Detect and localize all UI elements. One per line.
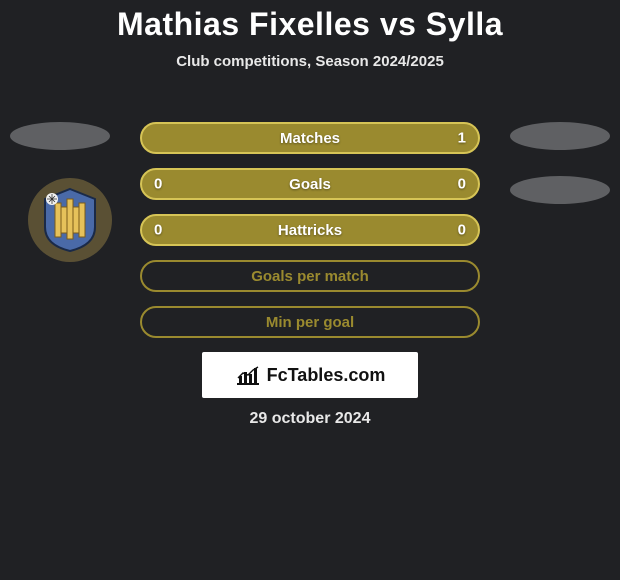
stat-label: Goals xyxy=(289,176,331,193)
avatar-placeholder-left xyxy=(10,122,110,150)
page-title: Mathias Fixelles vs Sylla xyxy=(0,0,620,43)
chart-icon xyxy=(235,364,261,386)
stat-row-matches: Matches 1 xyxy=(140,122,480,154)
stat-label: Min per goal xyxy=(266,314,354,331)
crest-icon xyxy=(35,185,105,255)
stat-label: Matches xyxy=(280,130,340,147)
avatar-placeholder-right-2 xyxy=(510,176,610,204)
stat-label: Hattricks xyxy=(278,222,342,239)
avatar-placeholder-right-1 xyxy=(510,122,610,150)
stat-right-value: 1 xyxy=(458,130,466,147)
brand-text: FcTables.com xyxy=(267,365,386,386)
stat-right-value: 0 xyxy=(458,222,466,239)
date-text: 29 october 2024 xyxy=(0,410,620,428)
stat-row-goals-per-match: Goals per match xyxy=(140,260,480,292)
stat-row-hattricks: 0 Hattricks 0 xyxy=(140,214,480,246)
stat-left-value: 0 xyxy=(154,176,162,193)
stat-left-value: 0 xyxy=(154,222,162,239)
club-crest xyxy=(28,178,112,262)
stat-label: Goals per match xyxy=(251,268,369,285)
stat-row-min-per-goal: Min per goal xyxy=(140,306,480,338)
page-subtitle: Club competitions, Season 2024/2025 xyxy=(0,53,620,70)
stat-right-value: 0 xyxy=(458,176,466,193)
stat-row-goals: 0 Goals 0 xyxy=(140,168,480,200)
stats-bars: Matches 1 0 Goals 0 0 Hattricks 0 Goals … xyxy=(140,122,480,352)
brand-badge: FcTables.com xyxy=(202,352,418,398)
